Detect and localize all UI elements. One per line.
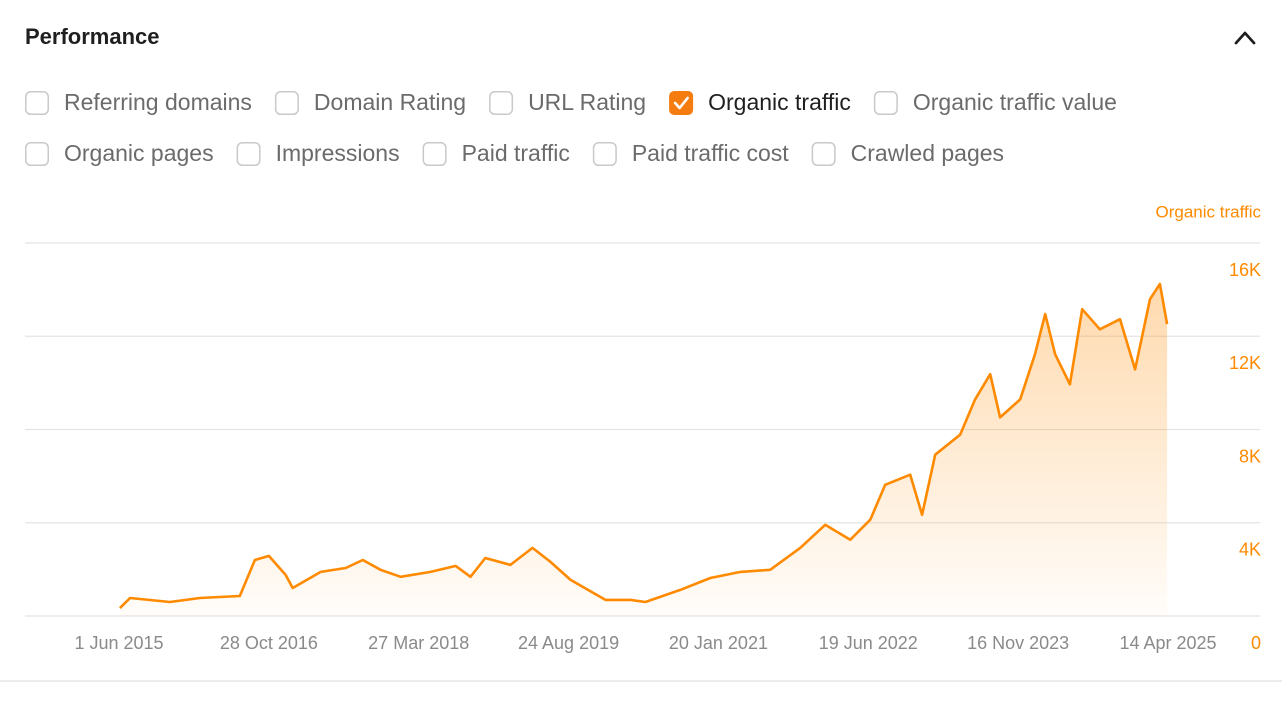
- area: [119, 284, 1168, 616]
- x-tick-label: 14 Apr 2025: [1119, 633, 1216, 653]
- filter-label: Domain Rating: [314, 89, 466, 115]
- checkmark: [673, 96, 689, 110]
- checkbox-box: [274, 91, 299, 115]
- filter-checkbox[interactable]: URL Rating: [489, 89, 646, 115]
- filter-label: Paid traffic: [462, 140, 570, 166]
- filter-label: Organic pages: [64, 140, 214, 166]
- filter-checkbox[interactable]: Domain Rating: [274, 89, 466, 115]
- checkbox-box: [669, 91, 694, 115]
- filter-checkbox[interactable]: Crawled pages: [811, 140, 1004, 166]
- line: [118, 282, 1169, 610]
- filter-label: Paid traffic cost: [632, 140, 789, 166]
- y-tick-label: 0: [1251, 633, 1261, 653]
- filter-label: Organic traffic value: [913, 89, 1117, 115]
- x-tick-label: 20 Jan 2021: [669, 633, 768, 653]
- filter-label: Impressions: [276, 140, 400, 166]
- x-tick-label: 24 Aug 2019: [518, 633, 619, 653]
- filter-checkbox[interactable]: Organic traffic value: [873, 89, 1117, 115]
- x-tick-label: 28 Oct 2016: [220, 633, 318, 653]
- checkbox-box: [592, 142, 617, 166]
- y-tick-label: 4K: [1239, 540, 1261, 560]
- filter-label: Referring domains: [64, 89, 252, 115]
- filter-label: Crawled pages: [851, 140, 1004, 166]
- filter-checkbox[interactable]: Organic pages: [25, 140, 214, 166]
- panel-title: Performance: [25, 24, 160, 49]
- checkbox-box: [489, 91, 514, 115]
- checkbox-box: [811, 142, 836, 166]
- y-tick-label: 16K: [1229, 260, 1261, 280]
- filter-label: URL Rating: [528, 89, 646, 115]
- checkbox-box: [25, 91, 49, 115]
- x-tick-label: 16 Nov 2023: [967, 633, 1069, 653]
- checkbox-box: [25, 142, 49, 166]
- y-tick-label: 12K: [1229, 353, 1261, 373]
- checkbox-box: [873, 91, 898, 115]
- filter-checkbox[interactable]: Impressions: [236, 140, 400, 166]
- filter-checkbox[interactable]: Organic traffic: [669, 89, 851, 115]
- filter-checkbox[interactable]: Paid traffic: [422, 140, 570, 166]
- collapse-chevron[interactable]: [1234, 31, 1256, 45]
- x-tick-label: 27 Mar 2018: [368, 633, 469, 653]
- checkbox-box: [422, 142, 447, 166]
- x-tick-label: 19 Jun 2022: [819, 633, 918, 653]
- checkbox-box: [236, 142, 261, 166]
- filter-checkbox[interactable]: Paid traffic cost: [592, 140, 790, 166]
- filter-checkbox[interactable]: Referring domains: [25, 89, 252, 115]
- x-tick-label: 1 Jun 2015: [74, 633, 163, 653]
- filter-label: Organic traffic: [708, 89, 851, 115]
- y-tick-label: 8K: [1239, 446, 1261, 466]
- axis-title: Organic traffic: [1155, 202, 1261, 221]
